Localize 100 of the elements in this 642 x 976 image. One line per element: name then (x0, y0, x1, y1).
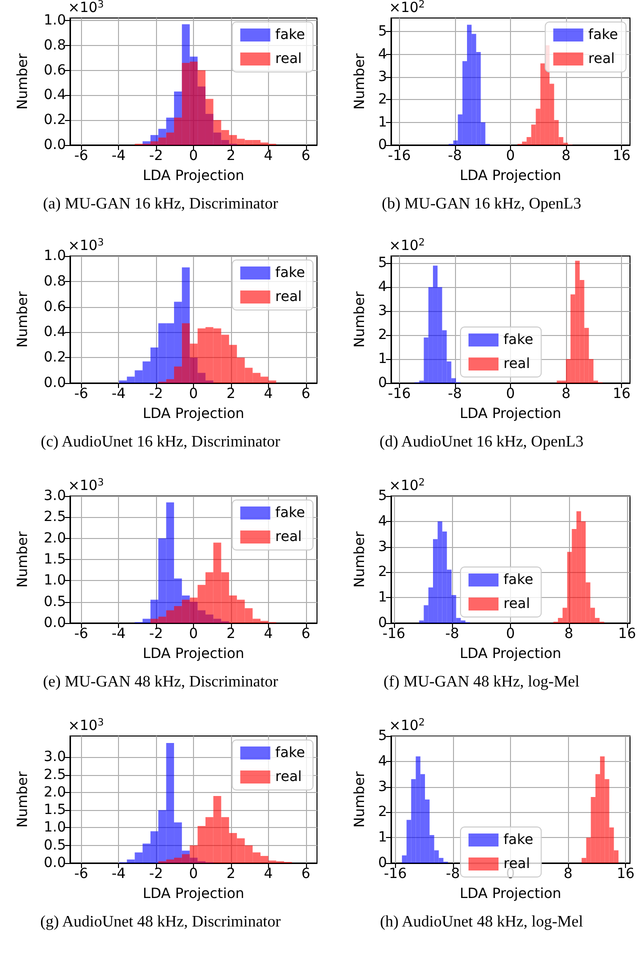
legend-label: real (275, 289, 302, 305)
x-tick-label: 0 (189, 626, 198, 642)
y-tick-label: 0 (378, 137, 387, 153)
y-axis-title: Number (352, 771, 368, 828)
x-axis-title: LDA Projection (460, 886, 562, 902)
x-tick-label: 2 (226, 386, 236, 402)
legend-label: real (504, 596, 530, 612)
y-tick-label: 2.5 (44, 509, 66, 526)
text: (a) MU-GAN 16 kHz, Discriminator (42, 196, 279, 212)
legend-label: real (588, 51, 615, 67)
y-tick-label: 0.0 (44, 855, 66, 871)
legend-label: fake (588, 27, 618, 43)
x-tick-label: 16 (618, 626, 636, 642)
x-tick-label: -2 (149, 866, 164, 882)
legend-label: fake (275, 745, 306, 761)
y-tick-label: 0.5 (44, 594, 66, 610)
y-tick-label: 5 (378, 728, 387, 744)
x-tick-label: 0 (189, 866, 198, 882)
text: (b) MU-GAN 16 kHz, OpenL3 (382, 196, 582, 212)
y-axis-title: Number (352, 291, 368, 348)
y-tick-label: 5 (378, 488, 387, 504)
x-tick-label: 0 (506, 386, 515, 402)
x-axis-title: LDA Projection (142, 646, 244, 662)
x-tick-label: -6 (74, 866, 88, 882)
x-tick-label: -6 (74, 626, 88, 642)
y-tick-label: 1.0 (44, 572, 66, 589)
text: (e) MU-GAN 48 kHz, Discriminator (42, 674, 279, 690)
x-tick-label: -2 (149, 626, 164, 642)
y-tick-label: 0.4 (44, 324, 66, 340)
y-axis-title: Number (352, 531, 368, 588)
y-tick-label: 1.0 (44, 12, 66, 28)
text: (d) AudioUnet 16 kHz, OpenL3 (380, 434, 584, 450)
y-tick-label: 3.0 (44, 749, 66, 766)
y-axis-title: Number (15, 291, 31, 348)
x-tick-label: 4 (264, 866, 273, 882)
y-tick-label: 4 (378, 279, 388, 296)
y-tick-label: 0.8 (44, 273, 66, 290)
y-tick-label: 1.5 (44, 552, 66, 568)
x-tick-label: 6 (301, 148, 310, 164)
x-tick-label: -6 (74, 386, 88, 402)
legend-label: real (504, 356, 530, 372)
y-tick-label: 3.0 (44, 488, 66, 504)
y-tick-label: 0.4 (44, 87, 66, 104)
legend-label: real (275, 529, 302, 545)
y-tick-label: 3 (378, 68, 387, 85)
y-tick-label: 3 (378, 538, 387, 555)
y-axis-title: Number (352, 53, 368, 110)
x-tick-label: 4 (264, 386, 273, 402)
y-tick-label: 0.6 (44, 298, 66, 315)
y-tick-label: 2.0 (44, 784, 66, 800)
y-tick-label: 1 (378, 351, 387, 368)
x-tick-label: 0 (506, 626, 515, 642)
x-tick-label: 6 (301, 386, 310, 402)
x-tick-label: 16 (616, 866, 635, 882)
x-tick-label: -8 (448, 386, 462, 402)
y-tick-label: 0.0 (44, 137, 66, 153)
y-tick-label: 4 (378, 513, 388, 530)
x-tick-label: -6 (74, 148, 88, 164)
y-tick-label: 0.6 (44, 62, 66, 78)
x-tick-label: -4 (112, 148, 126, 164)
y-tick-label: 0.0 (44, 615, 66, 631)
x-axis-title: LDA Projection (460, 168, 562, 184)
x-tick-label: -4 (112, 626, 126, 642)
x-tick-label: 4 (264, 148, 273, 164)
text: (c) AudioUnet 16 kHz, Discriminator (40, 434, 281, 450)
x-axis-title: LDA Projection (460, 406, 562, 422)
x-tick-label: -2 (149, 386, 164, 402)
y-tick-label: 0.5 (44, 837, 66, 854)
y-axis-title: Number (15, 53, 31, 110)
x-tick-label: -8 (448, 148, 462, 164)
x-tick-label: 8 (564, 866, 573, 882)
x-tick-label: 0 (506, 148, 515, 164)
legend-label: fake (504, 332, 534, 348)
y-tick-label: 4 (378, 46, 388, 62)
x-axis-title: LDA Projection (142, 168, 244, 184)
x-tick-label: 8 (562, 386, 571, 402)
y-tick-label: 5 (378, 255, 387, 272)
x-tick-label: 2 (226, 626, 236, 642)
x-tick-label: 16 (612, 148, 631, 164)
x-tick-label: 2 (226, 866, 236, 882)
legend-label: fake (504, 832, 534, 848)
y-axis-title: Number (15, 771, 31, 828)
x-tick-label: -8 (445, 626, 460, 642)
x-tick-label: 16 (612, 386, 631, 402)
y-tick-label: 0.8 (44, 37, 66, 54)
legend-label: fake (275, 265, 306, 281)
y-tick-label: 2 (378, 327, 387, 344)
y-tick-label: 2 (378, 92, 387, 108)
x-axis-title: LDA Projection (142, 406, 244, 422)
x-tick-label: -4 (112, 866, 126, 882)
x-tick-label: -4 (112, 386, 126, 402)
legend-label: fake (275, 505, 306, 521)
y-tick-label: 2.5 (44, 766, 66, 783)
y-tick-label: 1 (378, 830, 387, 846)
y-axis-title: Number (15, 531, 31, 588)
x-tick-label: 0 (189, 148, 198, 164)
y-tick-label: 2.0 (44, 530, 66, 546)
text: (f) MU-GAN 48 kHz, log-Mel (384, 674, 580, 690)
legend-label: fake (504, 572, 534, 588)
y-tick-label: 1 (378, 114, 387, 130)
